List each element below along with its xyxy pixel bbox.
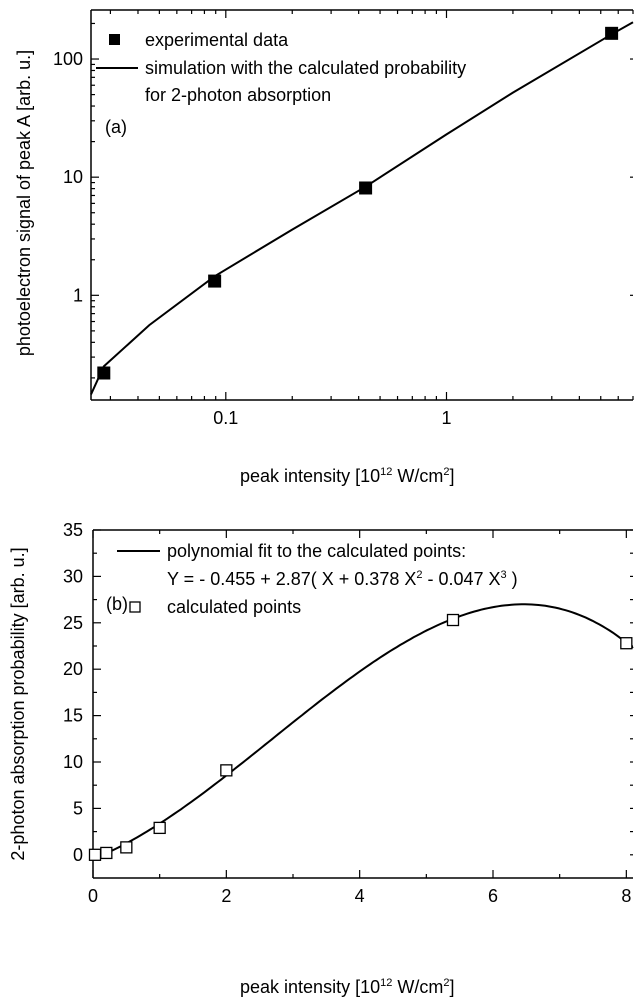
x-tick-label: 6 <box>488 886 498 906</box>
y-tick-label: 10 <box>63 752 83 772</box>
calculated-point <box>100 846 113 860</box>
fit-equation: Y = - 0.455 + 2.87( X + 0.378 X2 - 0.047… <box>167 569 518 589</box>
panel-a: 0.1 1 1 10 100 photoelectron signal of peak A… <box>14 9 634 428</box>
data-point <box>359 181 373 195</box>
legend-label-calculated: calculated points <box>167 597 301 617</box>
x-tick-label: 1 <box>441 408 451 428</box>
legend-marker-filled-square <box>109 34 120 45</box>
y-axis-label: photoelectron signal of peak A [arb. u.] <box>14 50 34 356</box>
panel-label-b: (b) <box>106 594 128 614</box>
y-tick-label: 20 <box>63 659 83 679</box>
legend-label-simulation-line2: for 2-photon absorption <box>145 85 331 105</box>
y-tick-label: 35 <box>63 520 83 540</box>
calculated-point <box>120 841 133 854</box>
data-point <box>605 26 619 40</box>
calculated-point <box>620 637 633 650</box>
fit-curve <box>92 603 634 860</box>
y-tick-label: 30 <box>63 566 83 586</box>
legend-label-fit: polynomial fit to the calculated points: <box>167 541 466 561</box>
panel-b: 0 2 4 6 8 0 5 10 15 20 25 30 35 2-photon absorption p… <box>8 520 634 906</box>
panel-label-a: (a) <box>105 117 127 137</box>
legend-label-simulation: simulation with the calculated probabili… <box>145 58 466 78</box>
x-tick-label: 0 <box>88 886 98 906</box>
data-point <box>97 366 111 380</box>
legend-label-experimental: experimental data <box>145 30 289 50</box>
legend-marker-open-square <box>129 601 141 613</box>
y-tick-label: 1 <box>73 285 83 305</box>
y-tick-label: 5 <box>73 798 83 818</box>
calculated-point <box>446 613 460 627</box>
y-tick-label: 10 <box>63 167 83 187</box>
x-tick-label: 0.1 <box>213 408 238 428</box>
y-tick-label: 15 <box>63 706 83 726</box>
calculated-point <box>153 821 166 835</box>
x-tick-label: 4 <box>355 886 365 906</box>
y-tick-label: 25 <box>63 613 83 633</box>
y-axis-label: 2-photon absorption probability [arb. u.… <box>8 547 28 860</box>
x-tick-label: 2 <box>221 886 231 906</box>
y-tick-label: 0 <box>73 845 83 865</box>
simulation-curve <box>90 21 634 395</box>
y-tick-label: 100 <box>53 49 83 69</box>
calculated-point <box>88 848 102 861</box>
calculated-point <box>220 764 233 777</box>
x-axis-label: peak intensity [1012 W/cm2] <box>240 466 454 486</box>
data-point <box>208 274 222 288</box>
x-tick-label: 8 <box>621 886 631 906</box>
x-axis-label: peak intensity [1012 W/cm2] <box>240 977 454 997</box>
